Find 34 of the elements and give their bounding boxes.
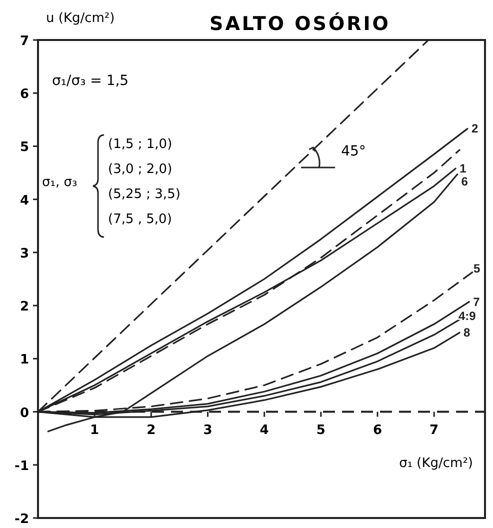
- x-tick-label: 7: [430, 422, 439, 438]
- y-tick-label: 1: [20, 352, 29, 368]
- y-tick-label: -1: [14, 458, 29, 474]
- y-tick-label: 5: [20, 140, 29, 156]
- y-tick-label: 4: [20, 193, 29, 208]
- y-tick-label: -2: [14, 512, 29, 527]
- annotation: (7,5 , 5,0): [108, 212, 172, 227]
- y-tick-label: 7: [20, 34, 29, 49]
- x-tick-label: 1: [90, 422, 100, 438]
- series-label: 2: [471, 122, 478, 136]
- series-label: 7: [473, 294, 480, 309]
- x-tick-label: 2: [146, 422, 156, 438]
- annotation: (1,5 ; 1,0): [108, 137, 172, 152]
- x-axis-title: σ₁ (Kg/cm²): [399, 456, 473, 471]
- series-label: 1: [460, 162, 467, 176]
- annotation: σ₁, σ₃: [42, 175, 78, 190]
- chart-title: SALTO OSÓRIO: [210, 12, 390, 35]
- annotation: σ₁/σ₃ = 1,5: [52, 73, 129, 89]
- y-tick-label: 6: [20, 87, 29, 102]
- y-tick-label: 2: [20, 300, 29, 315]
- y-tick-label: 0: [20, 406, 29, 421]
- annotation: (5,25 ; 3,5): [108, 187, 180, 202]
- y-tick-label: 3: [20, 246, 29, 262]
- x-tick-label: 4: [260, 422, 269, 438]
- series-label: 4:9: [458, 309, 476, 324]
- series-label: 8: [464, 326, 471, 340]
- annotation: (3,0 ; 2,0): [108, 162, 172, 177]
- x-tick-label: 6: [372, 422, 382, 438]
- x-tick-label: 5: [316, 422, 326, 438]
- series-label: 5: [474, 261, 480, 276]
- y-axis-title: u (Kg/cm²): [46, 11, 115, 26]
- series-label: 6: [461, 174, 468, 189]
- annotation: 45°: [341, 143, 366, 160]
- x-tick-label: 3: [203, 422, 212, 438]
